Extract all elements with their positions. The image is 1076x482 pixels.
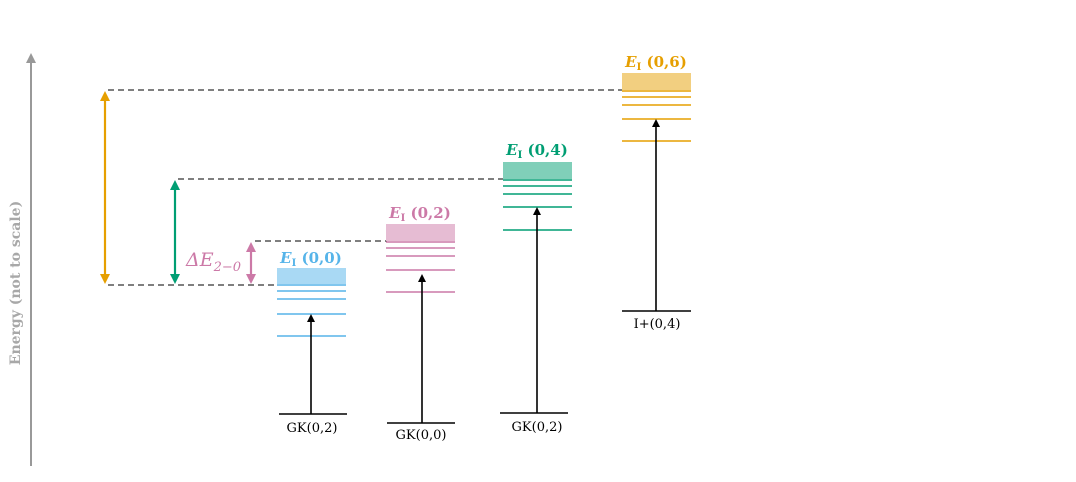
state-e02: EI (0,2) GK(0,0) [386,204,455,443]
state-e00-label: EI (0,0) [279,249,342,269]
ground-label-e04: GK(0,2) [512,420,563,435]
ground-label-e00: GK(0,2) [287,421,338,436]
delta-label: ΔE2−0 [185,249,241,275]
state-e04-band [503,162,572,179]
state-e04: EI (0,4) GK(0,2) [500,141,572,435]
state-e06: EI (0,6) I+(0,4) [622,53,691,332]
state-e06-label: EI (0,6) [624,53,687,73]
state-e00-band [277,268,346,284]
state-e02-band [386,224,455,241]
ground-label-e06: I+(0,4) [634,317,681,332]
state-e02-label: EI (0,2) [388,204,451,224]
state-e04-label: EI (0,4) [505,141,568,161]
state-e00: EI (0,0) GK(0,2) [277,249,347,436]
ground-label-e02: GK(0,0) [396,428,447,443]
energy-axis-label: Energy (not to scale) [8,201,24,365]
state-e06-band [622,73,691,90]
